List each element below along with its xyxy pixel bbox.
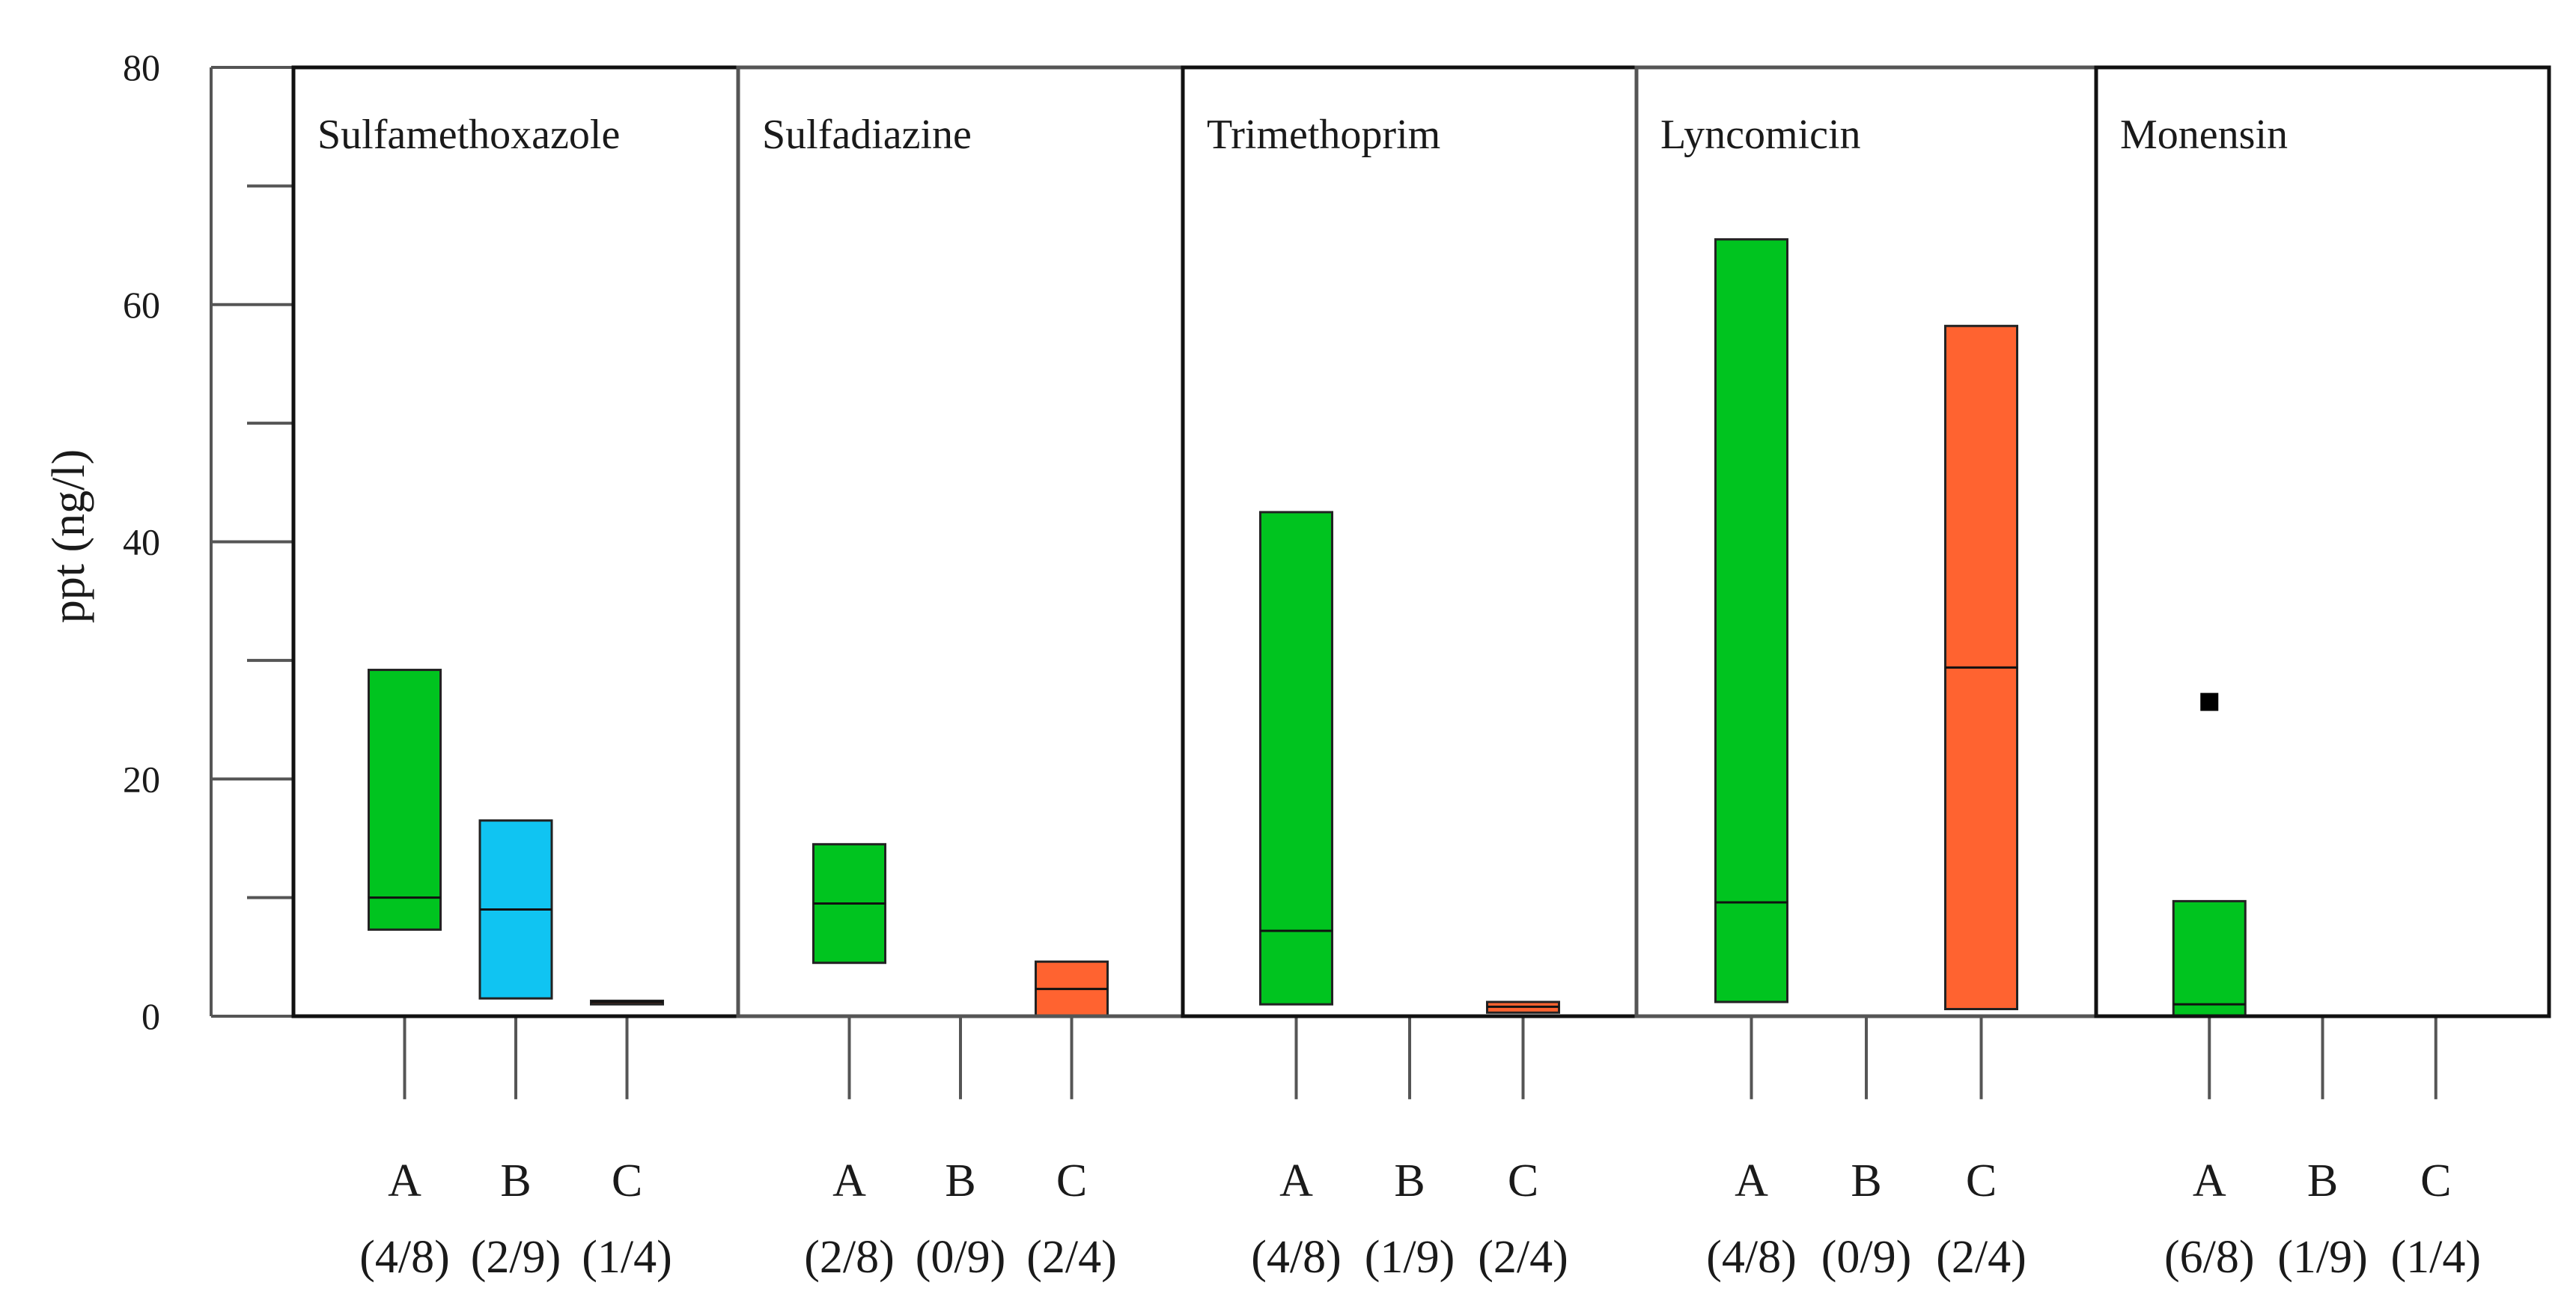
box-b: B (0/9) <box>916 1015 1006 1283</box>
category-label: A <box>1735 1155 1768 1206</box>
y-axis: 0 20 40 60 80 <box>123 46 293 1037</box>
category-label: C <box>1508 1155 1538 1206</box>
category-label: C <box>2420 1155 2451 1206</box>
panel-sulfadiazine: A (2/8) B (0/9) C (2/4) Sulfadiazine <box>736 65 1185 1283</box>
panel-frame <box>1634 65 2098 1018</box>
box-a: A (2/8) <box>804 842 895 1283</box>
category-label: B <box>2307 1155 2338 1206</box>
y-tick-label: 0 <box>141 995 160 1037</box>
count-label: (1/4) <box>582 1232 672 1283</box>
category-label: C <box>612 1155 642 1206</box>
panel-trimethoprim: A (4/8) B (1/9) C (2/4) Trimethoprim <box>1181 65 1639 1283</box>
count-label: (2/4) <box>1478 1232 1568 1283</box>
count-label: (4/8) <box>359 1232 450 1283</box>
panel-title: Sulfadiazine <box>762 112 972 158</box>
panel-title: Monensin <box>2120 112 2288 158</box>
box-rect <box>1714 238 1788 1003</box>
box-rect <box>1259 511 1333 1006</box>
category-label: C <box>1056 1155 1087 1206</box>
box-rect <box>368 669 442 931</box>
count-label: (0/9) <box>1821 1232 1912 1283</box>
category-label: A <box>388 1155 421 1206</box>
box-c: C (2/4) <box>1478 1000 1568 1283</box>
category-label: B <box>1851 1155 1881 1206</box>
panel-sulfamethoxazole: A (4/8) B (2/9) C (1/4) Sulfamethoxazole <box>291 65 740 1283</box>
count-label: (1/9) <box>2277 1232 2368 1283</box>
count-label: (2/4) <box>1936 1232 2027 1283</box>
outlier-point <box>2200 693 2219 711</box>
y-axis-label: ppt (ng/l) <box>43 449 94 623</box>
count-label: (4/8) <box>1706 1232 1797 1283</box>
box-rect <box>2172 899 2247 1018</box>
category-label: B <box>1394 1155 1425 1206</box>
panel-frame <box>2094 65 2551 1018</box>
count-label: (4/8) <box>1251 1232 1342 1283</box>
category-label: A <box>1279 1155 1313 1206</box>
count-label: (6/8) <box>2164 1232 2255 1283</box>
box-a: A (6/8) <box>2164 693 2255 1283</box>
y-tick-label: 60 <box>123 284 160 326</box>
category-label: B <box>500 1155 531 1206</box>
box-a: A (4/8) <box>359 669 450 1283</box>
category-label: A <box>832 1155 866 1206</box>
box-a: A (4/8) <box>1251 511 1342 1283</box>
count-label: (2/8) <box>804 1232 895 1283</box>
count-label: (2/9) <box>471 1232 561 1283</box>
count-label: (1/9) <box>1365 1232 1455 1283</box>
y-tick-label: 20 <box>123 758 160 800</box>
category-label: B <box>945 1155 975 1206</box>
panel-frame <box>1181 65 1639 1018</box>
panel-lyncomicin: A (4/8) B (0/9) C (2/4) Lyncomicin <box>1634 65 2098 1283</box>
category-label: A <box>2193 1155 2226 1206</box>
box-b: B (2/9) <box>471 819 561 1283</box>
box-c: C (2/4) <box>1936 324 2027 1283</box>
panel-frame <box>736 65 1185 1018</box>
box-c: C (1/4) <box>582 999 672 1283</box>
box-b: B (1/9) <box>2277 1015 2368 1283</box>
category-label: C <box>1966 1155 1997 1206</box>
box-b: B (1/9) <box>1365 1015 1455 1283</box>
count-label: (1/4) <box>2390 1232 2481 1283</box>
count-label: (0/9) <box>916 1232 1006 1283</box>
box-a: A (4/8) <box>1706 238 1797 1283</box>
panels: A (4/8) B (2/9) C (1/4) Sulfamethoxazole A (2/8)… <box>291 65 2551 1283</box>
panel-title: Trimethoprim <box>1207 112 1440 158</box>
box-b: B (0/9) <box>1821 1015 1912 1283</box>
y-tick-label: 40 <box>123 521 160 563</box>
panel-monensin: A (6/8) B (1/9) C (1/4) Monensin <box>2094 65 2551 1283</box>
panel-title: Lyncomicin <box>1660 112 1861 158</box>
count-label: (2/4) <box>1026 1232 1117 1283</box>
box-c: C (1/4) <box>2390 1015 2481 1283</box>
y-tick-label: 80 <box>123 46 160 88</box>
box-c: C (2/4) <box>1026 960 1117 1283</box>
panel-title: Sulfamethoxazole <box>317 112 620 158</box>
